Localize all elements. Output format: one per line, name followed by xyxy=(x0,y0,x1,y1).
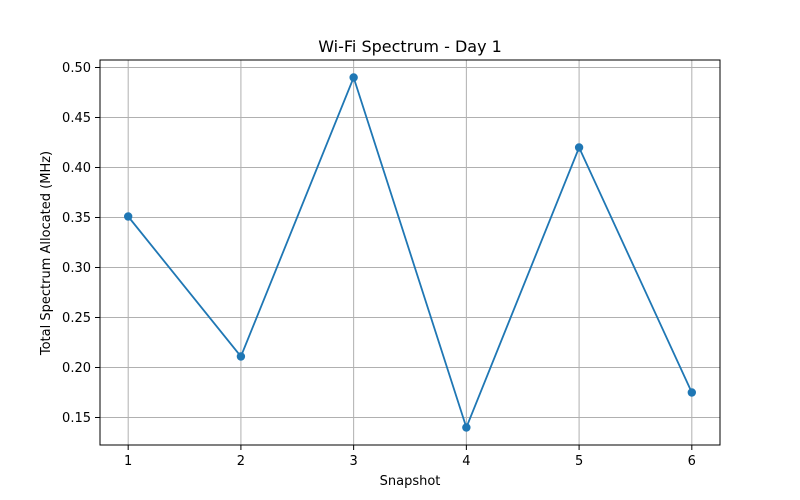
y-tick-label: 0.40 xyxy=(62,161,91,176)
y-tick-label: 0.25 xyxy=(62,311,91,326)
data-point xyxy=(123,212,133,221)
data-point xyxy=(462,423,471,432)
y-axis-ticks: 0.15 0.20 0.25 0.30 0.35 0.40 0.45 0.50 xyxy=(62,61,100,426)
data-point xyxy=(687,388,697,397)
y-tick-label: 0.45 xyxy=(62,111,91,126)
x-axis-ticks: 1 2 3 4 5 6 xyxy=(124,445,696,469)
data-point xyxy=(574,143,584,152)
x-tick-label: 1 xyxy=(124,454,132,469)
grid-lines xyxy=(100,60,720,445)
x-axis-label: Snapshot xyxy=(380,474,441,489)
y-tick-label: 0.35 xyxy=(62,211,91,226)
data-point xyxy=(349,73,358,82)
y-tick-label: 0.20 xyxy=(62,361,91,376)
chart-title: Wi-Fi Spectrum - Day 1 xyxy=(318,37,502,56)
y-tick-label: 0.50 xyxy=(62,61,91,76)
x-tick-label: 2 xyxy=(237,454,245,469)
series-layer xyxy=(123,73,697,432)
x-tick-label: 6 xyxy=(688,454,696,469)
y-tick-label: 0.30 xyxy=(62,261,91,276)
x-tick-label: 4 xyxy=(462,454,470,469)
y-axis-label: Total Spectrum Allocated (MHz) xyxy=(39,151,54,356)
data-point xyxy=(236,352,246,361)
series-line xyxy=(127,74,693,431)
x-tick-label: 3 xyxy=(349,454,357,469)
y-tick-label: 0.15 xyxy=(62,411,91,426)
x-tick-label: 5 xyxy=(575,454,583,469)
plot-frame xyxy=(99,59,721,446)
